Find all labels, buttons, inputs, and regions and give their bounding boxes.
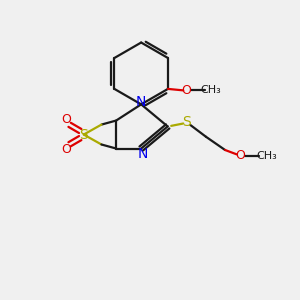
Text: CH₃: CH₃ xyxy=(201,85,222,95)
Text: CH₃: CH₃ xyxy=(256,151,277,161)
Text: S: S xyxy=(80,128,88,142)
Text: O: O xyxy=(181,84,191,97)
Text: O: O xyxy=(61,143,71,156)
Text: N: N xyxy=(136,95,146,109)
Text: O: O xyxy=(235,149,245,162)
Text: N: N xyxy=(137,147,148,161)
Text: O: O xyxy=(61,113,71,126)
Text: S: S xyxy=(182,115,191,129)
